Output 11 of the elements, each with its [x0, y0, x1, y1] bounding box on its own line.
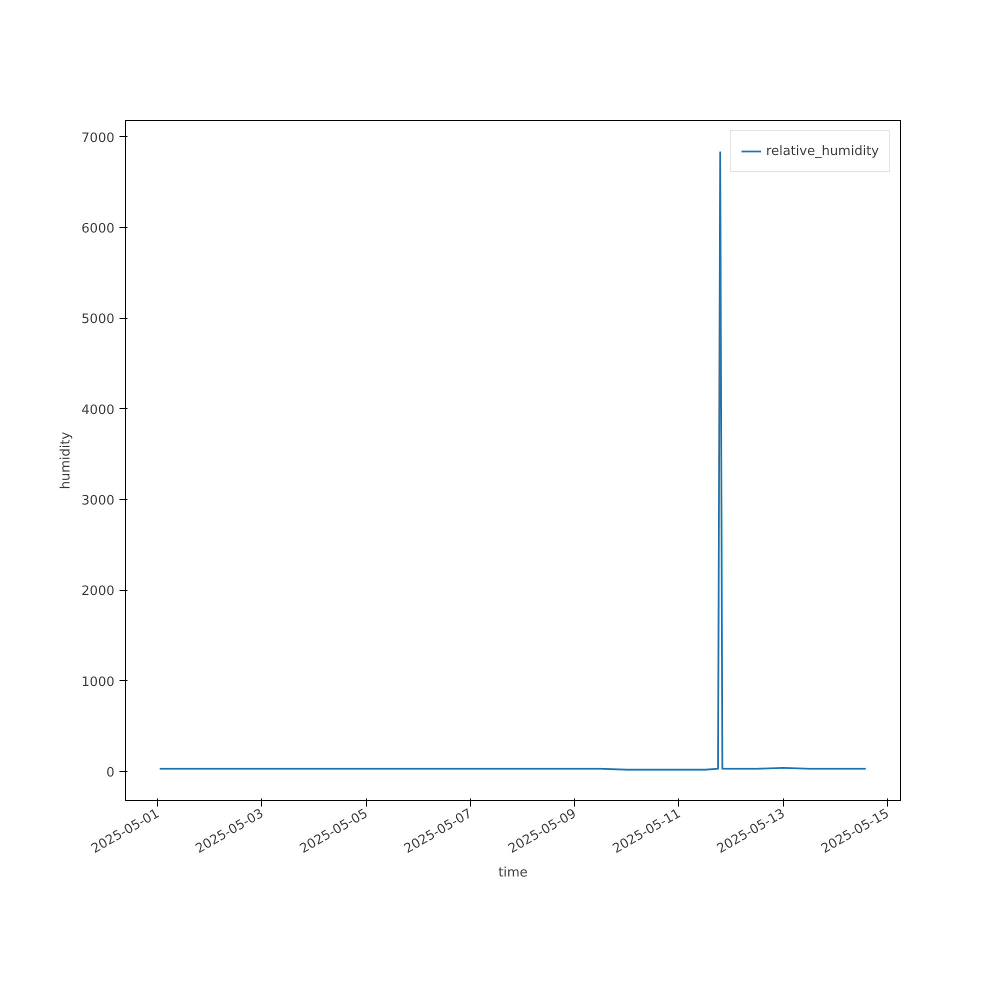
y-tick-label: 3000 — [81, 493, 115, 508]
y-tick-label: 4000 — [81, 402, 115, 418]
y-tick-label: 0 — [106, 765, 115, 780]
y-tick-label: 1000 — [81, 674, 115, 690]
legend-label: relative_humidity — [766, 144, 879, 158]
y-tick-label: 7000 — [81, 130, 115, 146]
y-axis-title: humidity — [58, 431, 74, 490]
y-tick-label: 5000 — [81, 312, 115, 328]
y-tick-label: 6000 — [81, 221, 115, 236]
x-axis-title: time — [498, 866, 528, 881]
y-tick-label: 2000 — [81, 584, 115, 600]
